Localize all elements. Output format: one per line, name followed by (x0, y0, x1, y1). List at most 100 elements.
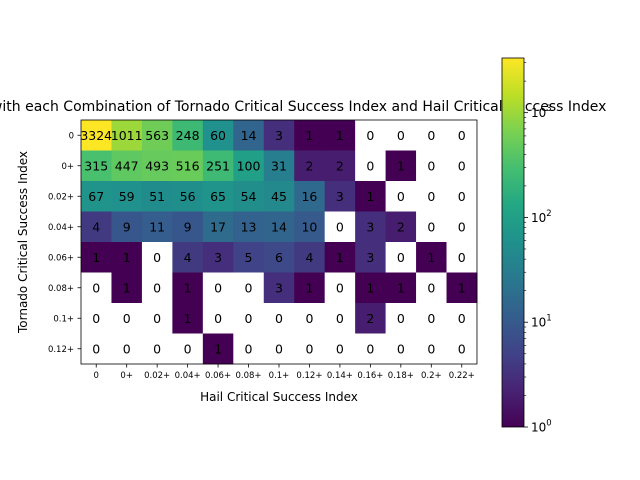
cell-value-label: 0 (458, 219, 466, 234)
cell-value-label: 1 (366, 189, 374, 204)
cell-value-label: 0 (153, 341, 161, 356)
heatmap-cell (202, 181, 234, 212)
heatmap-cell (263, 242, 295, 273)
cell-value-label: 0 (458, 250, 466, 265)
y-tick-label: 0.1+ (53, 314, 74, 324)
heatmap-cell (172, 333, 204, 365)
cell-value-label: 0 (153, 280, 161, 295)
heatmap-cell (172, 242, 204, 273)
heatmap-cell (324, 150, 356, 182)
heatmap-cell (446, 242, 478, 273)
heatmap-cell (141, 242, 173, 273)
cell-value-label: 0 (397, 341, 405, 356)
cell-value-label: 16 (301, 189, 317, 204)
cell-value-label: 0 (366, 128, 374, 143)
heatmap-cell (202, 150, 234, 182)
cell-value-label: 3 (366, 250, 374, 265)
cell-value-label: 3 (275, 128, 283, 143)
x-tick-label: 0.18+ (388, 371, 414, 381)
heatmap-cell (263, 150, 295, 182)
y-tick-label: 0.08+ (48, 284, 74, 294)
heatmap-cell (141, 272, 173, 304)
cell-value-label: 0 (92, 311, 100, 326)
cell-value-label: 45 (271, 189, 287, 204)
heatmap-cell (81, 120, 112, 151)
heatmap-cell (446, 272, 478, 304)
cell-value-label: 0 (214, 311, 222, 326)
heatmap-cell (416, 272, 447, 304)
cell-value-label: 14 (241, 128, 257, 143)
cell-value-label: 100 (237, 158, 261, 173)
heatmap-cell (263, 333, 295, 365)
x-tick-label: 0.02+ (144, 371, 170, 381)
heatmap-cell (294, 150, 326, 182)
heatmap-cell (294, 272, 326, 304)
cell-value-label: 4 (305, 250, 313, 265)
heatmap-cell (324, 303, 356, 334)
cell-value-label: 0 (275, 311, 283, 326)
colorbar-tick-label: 100 (531, 419, 552, 435)
heatmap-cell (202, 120, 234, 151)
cell-value-label: 3 (275, 280, 283, 295)
heatmap-cell (202, 242, 234, 273)
heatmap-cell (81, 242, 112, 273)
heatmap-cell (233, 181, 265, 212)
heatmap-cell (324, 333, 356, 365)
cell-value-label: 1 (336, 250, 344, 265)
cell-value-label: 56 (180, 189, 196, 204)
cell-value-label: 9 (184, 219, 192, 234)
heatmap-cell (416, 303, 447, 334)
cell-value-label: 563 (145, 128, 169, 143)
x-tick-label: 0.2+ (421, 371, 442, 381)
cell-value-label: 5 (245, 250, 253, 265)
cell-value-label: 67 (88, 189, 104, 204)
cell-value-label: 2 (366, 311, 374, 326)
y-tick-label: 0.02+ (48, 192, 74, 202)
heatmap-cell (172, 181, 204, 212)
cell-value-label: 493 (145, 158, 169, 173)
heatmap-cell (111, 150, 143, 182)
colorbar-tick-label: 103 (531, 104, 552, 120)
y-tick-label: 0.04+ (48, 223, 74, 233)
cell-value-label: 0 (458, 128, 466, 143)
heatmap-cell (355, 272, 386, 304)
heatmap-cell (324, 120, 356, 151)
cell-value-label: 0 (458, 189, 466, 204)
cell-value-label: 0 (305, 311, 313, 326)
cell-value-label: 0 (336, 341, 344, 356)
heatmap-cell (202, 303, 234, 334)
heatmap-cell (355, 242, 386, 273)
cell-value-label: 0 (427, 280, 435, 295)
heatmap-cell (233, 120, 265, 151)
cell-value-label: 0 (427, 341, 435, 356)
cell-value-label: 14 (271, 219, 287, 234)
cell-value-label: 0 (153, 311, 161, 326)
x-axis-ticks: 0 0+ 0.02+ 0.04+ 0.06+ 0.08+ 0.1+ 0.12+ 0.14+ 0.1… (94, 364, 475, 381)
heatmap-cell (355, 333, 386, 365)
x-tick-label: 0.04+ (175, 371, 201, 381)
cell-value-label: 0 (184, 341, 192, 356)
heatmap-cell (294, 303, 326, 334)
heatmap-cell (324, 211, 356, 243)
cell-value-label: 0 (366, 341, 374, 356)
heatmap-cell (446, 211, 478, 243)
heatmap-cell (446, 181, 478, 212)
cell-value-label: 0 (427, 311, 435, 326)
heatmap-cell (202, 211, 234, 243)
cell-value-label: 1 (427, 250, 435, 265)
cell-value-label: 315 (84, 158, 108, 173)
y-tick-label: 0 (69, 131, 74, 141)
cell-value-label: 17 (210, 219, 226, 234)
heatmap-cell (355, 211, 386, 243)
heatmap-cell (172, 120, 204, 151)
cell-value-label: 1 (184, 280, 192, 295)
cell-value-label: 0 (427, 128, 435, 143)
heatmap-cell (233, 272, 265, 304)
cell-value-label: 0 (427, 219, 435, 234)
y-tick-label: 0.06+ (48, 253, 74, 263)
heatmap-cell (202, 272, 234, 304)
cell-value-label: 13 (241, 219, 257, 234)
y-axis-ticks: 0 0+ 0.02+ 0.04+ 0.06+ 0.08+ 0.1+ 0.12+ (48, 131, 81, 355)
cell-value-label: 3 (214, 250, 222, 265)
